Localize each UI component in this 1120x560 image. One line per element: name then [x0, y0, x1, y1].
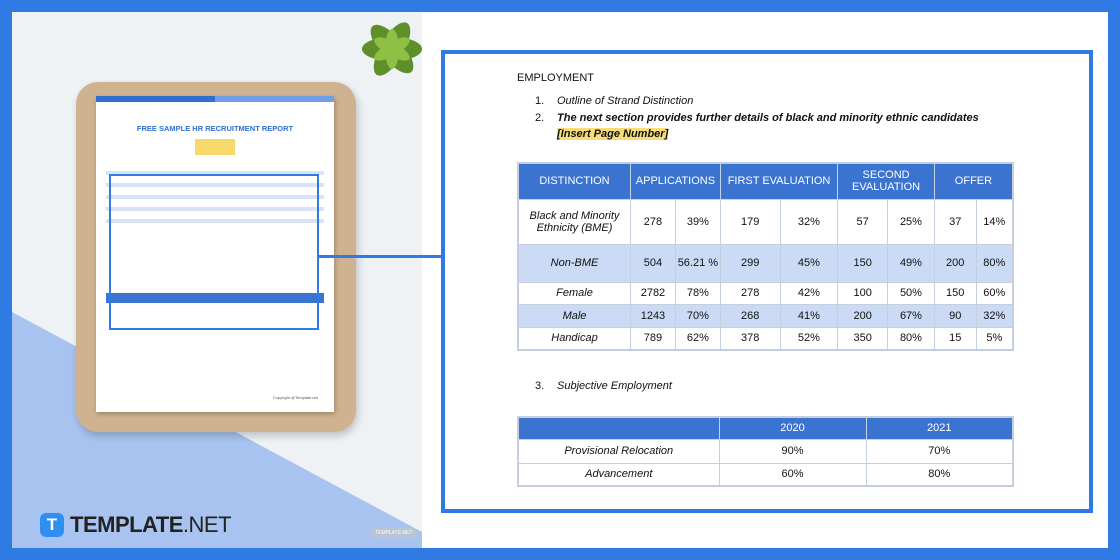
document-title: FREE SAMPLE HR RECRUITMENT REPORT	[136, 124, 294, 133]
image-frame: FREE SAMPLE HR RECRUITMENT REPORT Copyri…	[12, 12, 1108, 548]
list-item: 1. Outline of Strand Distinction	[535, 95, 694, 107]
copyright: Copyright @Template.net	[272, 395, 318, 400]
col-header: SECOND EVALUATION	[837, 162, 935, 200]
table-row: Provisional Relocation 90% 70%	[517, 438, 1014, 464]
list-item: 2. The next section provides further deta…	[535, 112, 979, 140]
col-header: APPLICATIONS	[629, 162, 721, 200]
mini-table	[106, 163, 324, 223]
distinction-table: DISTINCTION APPLICATIONS FIRST EVALUATIO…	[517, 162, 1014, 351]
col-header: 2020	[718, 416, 867, 440]
company-info-placeholder	[195, 139, 235, 155]
col-header: DISTINCTION	[517, 162, 631, 200]
logo-suffix: .NET	[182, 512, 232, 537]
table-row: Black and Minority Ethnicity (BME) 278 39%…	[517, 198, 1014, 245]
connector-line	[422, 255, 442, 258]
logo-text: TEMPLATE	[70, 512, 183, 537]
document-page: FREE SAMPLE HR RECRUITMENT REPORT Copyri…	[96, 96, 334, 412]
page-number-placeholder[interactable]: [Insert Page Number]	[557, 128, 669, 140]
mockup-panel: FREE SAMPLE HR RECRUITMENT REPORT Copyri…	[12, 12, 422, 548]
table-row: Advancement 60% 80%	[517, 462, 1014, 487]
plant-image	[362, 22, 422, 76]
table-row: Non-BME 504 56.21 % 299 45% 150 49% 200 80%	[517, 243, 1014, 283]
section-heading: EMPLOYMENT	[517, 72, 595, 84]
mini-table-2	[106, 293, 324, 303]
col-header: OFFER	[933, 162, 1014, 200]
subjective-employment-table: 2020 2021 Provisional Relocation 90% 70% A…	[517, 416, 1014, 487]
connector-line	[319, 255, 422, 258]
page-top-bar	[96, 96, 334, 102]
watermark: TEMPLATE.NET	[370, 528, 418, 538]
logo-icon: T	[40, 513, 64, 537]
col-header	[517, 416, 720, 440]
selection-highlight	[109, 174, 319, 330]
template-logo: T TEMPLATE.NET	[40, 512, 232, 538]
list-item: 3. Subjective Employment	[535, 380, 672, 392]
table-row: Female 2782 78% 278 42% 100 50% 150 60%	[517, 281, 1014, 305]
table-row: Handicap 789 62% 378 52% 350 80% 15 5%	[517, 326, 1014, 351]
col-header: 2021	[865, 416, 1014, 440]
table-row: Male 1243 70% 268 41% 200 67% 90 32%	[517, 303, 1014, 328]
col-header: FIRST EVALUATION	[719, 162, 839, 200]
